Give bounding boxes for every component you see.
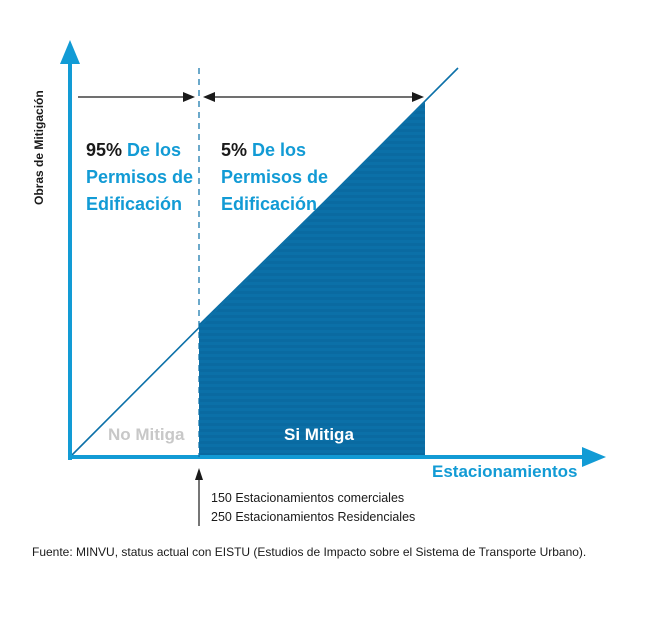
left-region-line1: De los [127, 140, 182, 160]
right-region-text: 5% De los Permisos de Edificación [221, 137, 328, 218]
si-mitiga-label: Si Mitiga [284, 425, 354, 444]
right-region-percent: 5% [221, 140, 248, 160]
left-span-arrow-icon [183, 92, 195, 102]
right-region-line3: Edificación [221, 194, 318, 214]
right-span-arrow-right-icon [412, 92, 424, 102]
diagonal-line [69, 67, 459, 458]
x-axis-arrow-icon [582, 447, 606, 467]
y-axis-arrow-icon [60, 40, 80, 64]
right-region-line2: Permisos de [221, 167, 329, 187]
mitigation-area [199, 102, 425, 457]
threshold-note-residential: 250 Estacionamientos Residenciales [211, 510, 416, 524]
x-axis-label: Estacionamientos [432, 462, 578, 481]
left-region-percent: 95% [86, 140, 123, 160]
right-region-line1: De los [252, 140, 307, 160]
left-region-text: 95% De los Permisos de Edificación [86, 137, 193, 218]
left-region-line3: Edificación [86, 194, 183, 214]
source-note: Fuente: MINVU, status actual con EISTU (… [32, 545, 587, 559]
right-span-arrow-left-icon [203, 92, 215, 102]
threshold-pointer-arrow-icon [195, 468, 203, 480]
left-region-line2: Permisos de [86, 167, 194, 187]
no-mitiga-label: No Mitiga [108, 425, 185, 444]
y-axis-label: Obras de Mitigación [32, 90, 46, 205]
threshold-note-commercial: 150 Estacionamientos comerciales [211, 491, 405, 505]
